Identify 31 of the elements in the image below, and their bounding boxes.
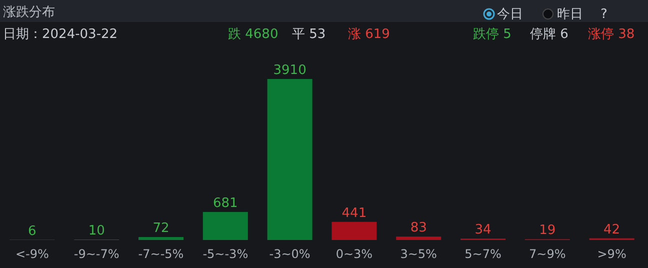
text: 今日 [497,7,523,22]
data-label: 19 [539,223,556,238]
text: 平 53 [292,27,326,42]
data-label: 72 [152,221,170,236]
data-label: 681 [212,196,238,211]
data-label: 83 [410,220,427,236]
text: 涨 619 [348,27,390,42]
x-tick-label: <-9% [15,247,49,261]
data-label: 34 [474,222,492,238]
x-tick-label: -7~-5% [138,247,184,261]
chart-title: 涨跌分布 [3,5,55,20]
x-tick-label: >9% [597,247,626,261]
text: 跌 4680 [228,27,278,42]
text: 日期：2024-03-22 [3,27,118,42]
text: 停牌 6 [530,27,568,42]
text: 涨停 38 [588,27,635,42]
x-tick-label: -9~-7% [74,247,120,261]
text: 昨日 [557,7,583,22]
x-tick-label: 0~3% [336,247,373,261]
x-tick-label: -5~-3% [202,247,248,261]
data-label: 10 [88,224,105,239]
x-tick-label: 3~5% [400,247,437,261]
data-label: 441 [342,206,367,221]
x-tick-label: 5~7% [464,247,502,261]
text: ? [600,7,608,22]
data-label: 6 [28,224,36,239]
text: 跌停 5 [473,27,512,42]
data-label: 3910 [273,63,306,78]
x-tick-label: -3~0% [269,247,310,261]
data-label: 42 [604,222,620,238]
x-tick-label: 7~9% [529,247,566,261]
